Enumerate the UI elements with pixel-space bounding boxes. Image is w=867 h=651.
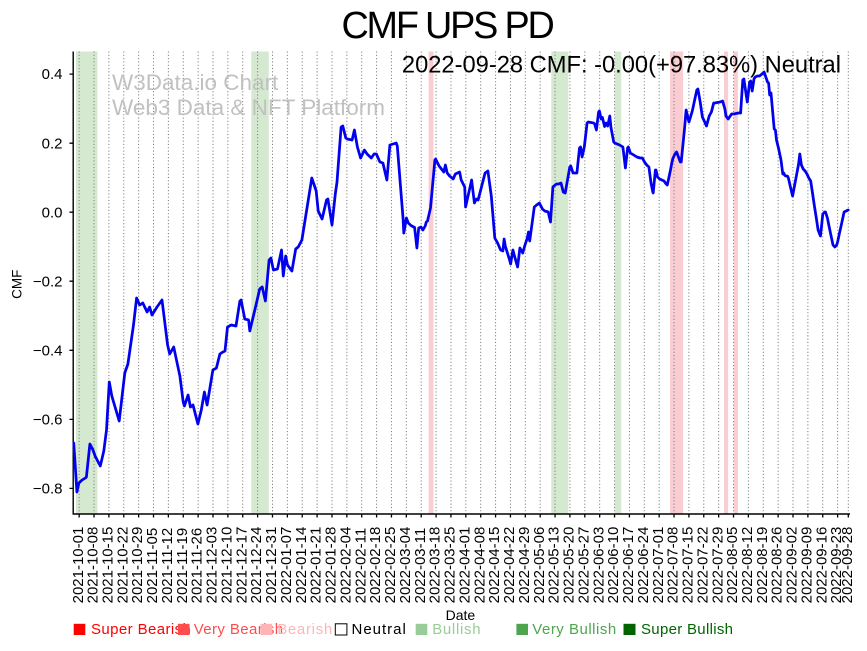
svg-text:2022-03-25: 2022-03-25 [442,527,459,604]
svg-text:2022-08-05: 2022-08-05 [724,527,741,604]
svg-text:2022-02-18: 2022-02-18 [367,527,384,604]
svg-text:2022-03-04: 2022-03-04 [397,527,414,604]
svg-text:2021-12-10: 2021-12-10 [218,527,235,604]
svg-text:2022-08-19: 2022-08-19 [754,527,771,604]
svg-text:2021-10-01: 2021-10-01 [70,527,87,604]
svg-text:2022-02-11: 2022-02-11 [352,528,369,604]
svg-text:2022-06-03: 2022-06-03 [590,527,607,604]
svg-text:2022-07-29: 2022-07-29 [709,527,726,604]
svg-text:−0.2: −0.2 [33,273,63,290]
svg-text:2022-08-12: 2022-08-12 [739,527,756,604]
svg-text:Neutral: Neutral [352,621,407,638]
svg-text:2022-09-16: 2022-09-16 [813,527,830,604]
svg-text:2022-04-08: 2022-04-08 [471,527,488,604]
svg-text:CMF: CMF [9,270,24,299]
svg-text:Bullish: Bullish [432,621,481,638]
svg-text:2022-09-23: 2022-09-23 [828,527,845,604]
svg-text:2022-09-02: 2022-09-02 [784,527,801,604]
svg-text:2022-04-15: 2022-04-15 [486,527,503,604]
svg-text:0.0: 0.0 [42,204,63,221]
svg-text:2022-06-10: 2022-06-10 [605,527,622,604]
svg-text:2022-05-27: 2022-05-27 [575,527,592,604]
svg-text:2022-02-04: 2022-02-04 [337,527,354,604]
svg-text:2021-10-08: 2021-10-08 [85,527,102,604]
svg-text:2021-12-31: 2021-12-31 [263,527,280,604]
svg-text:2022-04-29: 2022-04-29 [516,527,533,604]
svg-text:2022-03-18: 2022-03-18 [427,527,444,604]
svg-text:2021-11-19: 2021-11-19 [174,528,191,604]
svg-text:2021-12-03: 2021-12-03 [204,527,221,604]
svg-text:2022-05-13: 2022-05-13 [546,527,563,604]
svg-text:W3Data.io Chart: W3Data.io Chart [112,70,279,95]
svg-text:Super Bullish: Super Bullish [641,621,733,638]
svg-text:Web3 Data & NFT Platform: Web3 Data & NFT Platform [112,95,385,120]
svg-text:2022-09-28: 2022-09-28 [839,527,856,604]
svg-text:2022-09-28 CMF: -0.00(+97.83%): 2022-09-28 CMF: -0.00(+97.83%) Neutral [402,53,841,79]
svg-text:2022-01-14: 2022-01-14 [293,527,310,604]
svg-text:Date: Date [446,607,476,623]
svg-text:2022-04-01: 2022-04-01 [456,527,473,604]
svg-text:2022-06-24: 2022-06-24 [635,527,652,604]
svg-text:2022-05-06: 2022-05-06 [531,527,548,604]
svg-text:2022-06-17: 2022-06-17 [620,527,637,604]
svg-text:−0.4: −0.4 [33,342,63,359]
svg-text:CMF UPS PD: CMF UPS PD [341,5,553,47]
svg-text:2021-10-15: 2021-10-15 [99,527,116,604]
svg-text:2021-10-22: 2021-10-22 [114,527,131,604]
svg-text:2022-07-22: 2022-07-22 [694,527,711,604]
svg-text:2022-02-25: 2022-02-25 [382,527,399,604]
svg-text:2022-08-26: 2022-08-26 [769,527,786,604]
svg-text:2022-03-11: 2022-03-11 [412,528,429,604]
svg-text:2021-10-29: 2021-10-29 [129,527,146,604]
svg-text:2022-07-08: 2022-07-08 [665,527,682,604]
svg-text:2022-04-22: 2022-04-22 [501,527,518,604]
svg-text:Bearish: Bearish [277,621,333,638]
svg-text:2021-12-24: 2021-12-24 [248,527,265,604]
svg-text:2021-11-26: 2021-11-26 [189,528,206,604]
svg-text:2022-05-20: 2022-05-20 [561,527,578,604]
svg-text:Very Bullish: Very Bullish [532,621,616,638]
svg-text:0.2: 0.2 [42,135,63,152]
svg-text:−0.6: −0.6 [33,412,63,429]
svg-text:2022-01-28: 2022-01-28 [323,527,340,604]
svg-text:2022-07-15: 2022-07-15 [680,527,697,604]
svg-text:0.4: 0.4 [42,66,63,83]
svg-text:−0.8: −0.8 [33,481,63,498]
svg-text:2022-07-01: 2022-07-01 [650,527,667,604]
svg-text:2021-11-05: 2021-11-05 [144,528,161,604]
svg-text:2022-01-07: 2022-01-07 [278,527,295,604]
svg-text:2021-12-17: 2021-12-17 [233,527,250,604]
svg-text:2022-01-21: 2022-01-21 [308,527,325,604]
svg-text:2021-11-12: 2021-11-12 [159,528,176,604]
svg-text:2022-09-09: 2022-09-09 [798,527,815,604]
svg-text:Super Bearish: Super Bearish [91,621,191,638]
